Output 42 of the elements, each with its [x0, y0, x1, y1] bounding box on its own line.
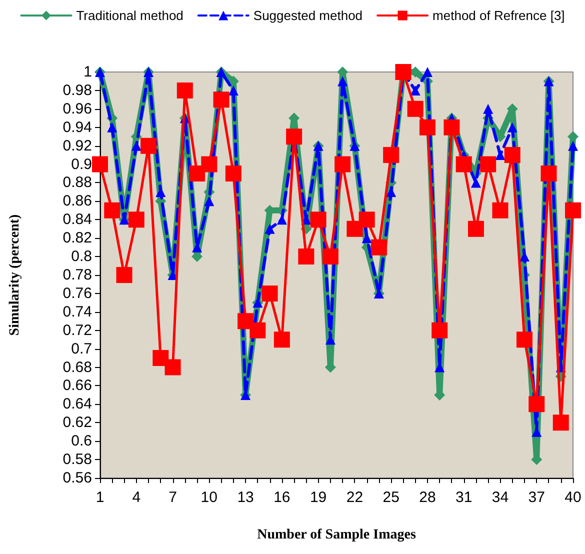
- y-tick-label: 0.92: [62, 137, 92, 154]
- y-tick-label: 0.74: [62, 303, 92, 320]
- y-tick-label: 0.98: [62, 82, 92, 99]
- y-tick-label: 0.56: [62, 470, 92, 486]
- x-tick-label: 40: [564, 489, 582, 506]
- y-tick-label: 0.9: [71, 156, 92, 173]
- y-tick-label: 0.6: [71, 432, 92, 450]
- y-tick-label: 1: [84, 64, 92, 80]
- x-tick-label: 10: [200, 489, 218, 506]
- y-tick-label: 0.58: [62, 451, 92, 468]
- x-tick-label: 7: [168, 489, 177, 506]
- y-tick-label: 0.88: [62, 174, 92, 192]
- y-tick-label: 0.76: [62, 284, 92, 302]
- legend-label: method of Refrence [3]: [432, 8, 565, 23]
- legend-label: Suggested method: [253, 8, 363, 23]
- x-tick-label: 22: [346, 489, 364, 506]
- y-tick-label: 0.78: [62, 266, 92, 284]
- y-tick-label: 0.68: [62, 358, 92, 376]
- y-tick-label: 0.8: [71, 248, 92, 266]
- x-tick-label: 19: [310, 489, 327, 506]
- x-tick-label: 37: [528, 489, 545, 506]
- y-tick-label: 0.64: [62, 396, 92, 413]
- y-tick-label: 0.7: [71, 340, 92, 358]
- x-tick-label: 25: [382, 489, 400, 506]
- y-tick-label: 0.84: [62, 211, 92, 228]
- x-tick-label: 34: [492, 489, 509, 506]
- y-tick-label: 0.72: [62, 322, 92, 339]
- x-tick-label: 4: [132, 489, 141, 506]
- y-tick-label: 0.86: [62, 192, 92, 210]
- y-axis-title: Simularity (percent): [8, 214, 22, 336]
- x-tick-label: 28: [419, 489, 436, 506]
- x-axis-title: Number of Sample Images: [257, 528, 416, 542]
- y-tick-label: 0.66: [62, 377, 92, 394]
- x-tick-label: 1: [96, 489, 104, 506]
- legend-label: Traditional method: [76, 8, 184, 23]
- x-tick-label: 16: [274, 489, 290, 506]
- y-tick-label: 0.62: [62, 414, 92, 432]
- y-tick-label: 0.94: [62, 118, 92, 136]
- y-tick-label: 0.96: [62, 100, 92, 118]
- x-tick-label: 31: [456, 489, 472, 506]
- y-tick-label: 0.82: [62, 230, 92, 247]
- x-tick-label: 13: [237, 489, 254, 506]
